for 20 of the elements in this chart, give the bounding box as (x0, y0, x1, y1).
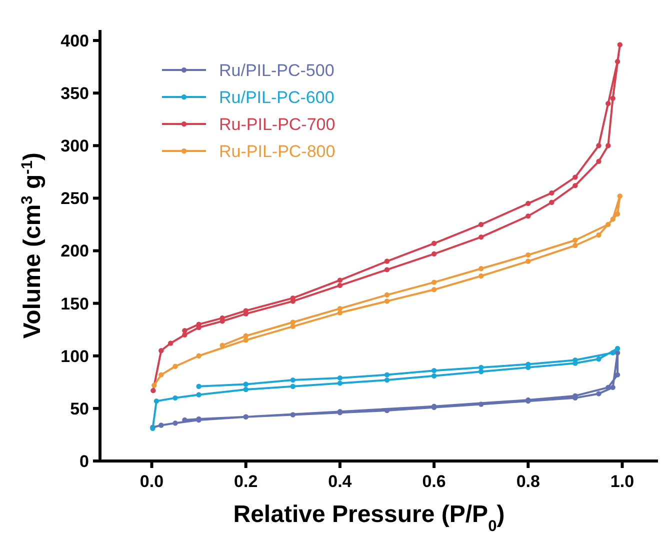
x-tick-label: 0.8 (516, 472, 540, 491)
y-tick-label: 0 (80, 452, 89, 471)
y-tick-label: 300 (60, 136, 89, 156)
x-axis-title: Relative Pressure (P/P$_{0}$) (233, 501, 505, 534)
legend-label: Ru/PIL-PC-500 (219, 60, 334, 80)
x-tick-label: 0.6 (422, 472, 446, 491)
legend-label: Ru-PIL-PC-800 (219, 142, 336, 161)
y-tick-label: 200 (60, 242, 89, 261)
legend-label: Ru/PIL-PC-600 (219, 88, 334, 107)
x-tick-label: 0.4 (328, 472, 352, 491)
y-tick-label: 400 (60, 31, 89, 50)
y-tick-label: 250 (60, 189, 89, 208)
y-tick-label: 50 (70, 399, 89, 418)
x-tick-label: 0.2 (234, 472, 258, 491)
y-tick-label: 100 (60, 346, 89, 366)
legend-label: Ru-PIL-PC-700 (219, 114, 336, 134)
x-tick-label: 1.0 (610, 472, 634, 491)
y-tick-label: 150 (60, 294, 89, 314)
y-tick-label: 350 (60, 84, 89, 104)
x-tick-label: 0.0 (140, 472, 164, 491)
